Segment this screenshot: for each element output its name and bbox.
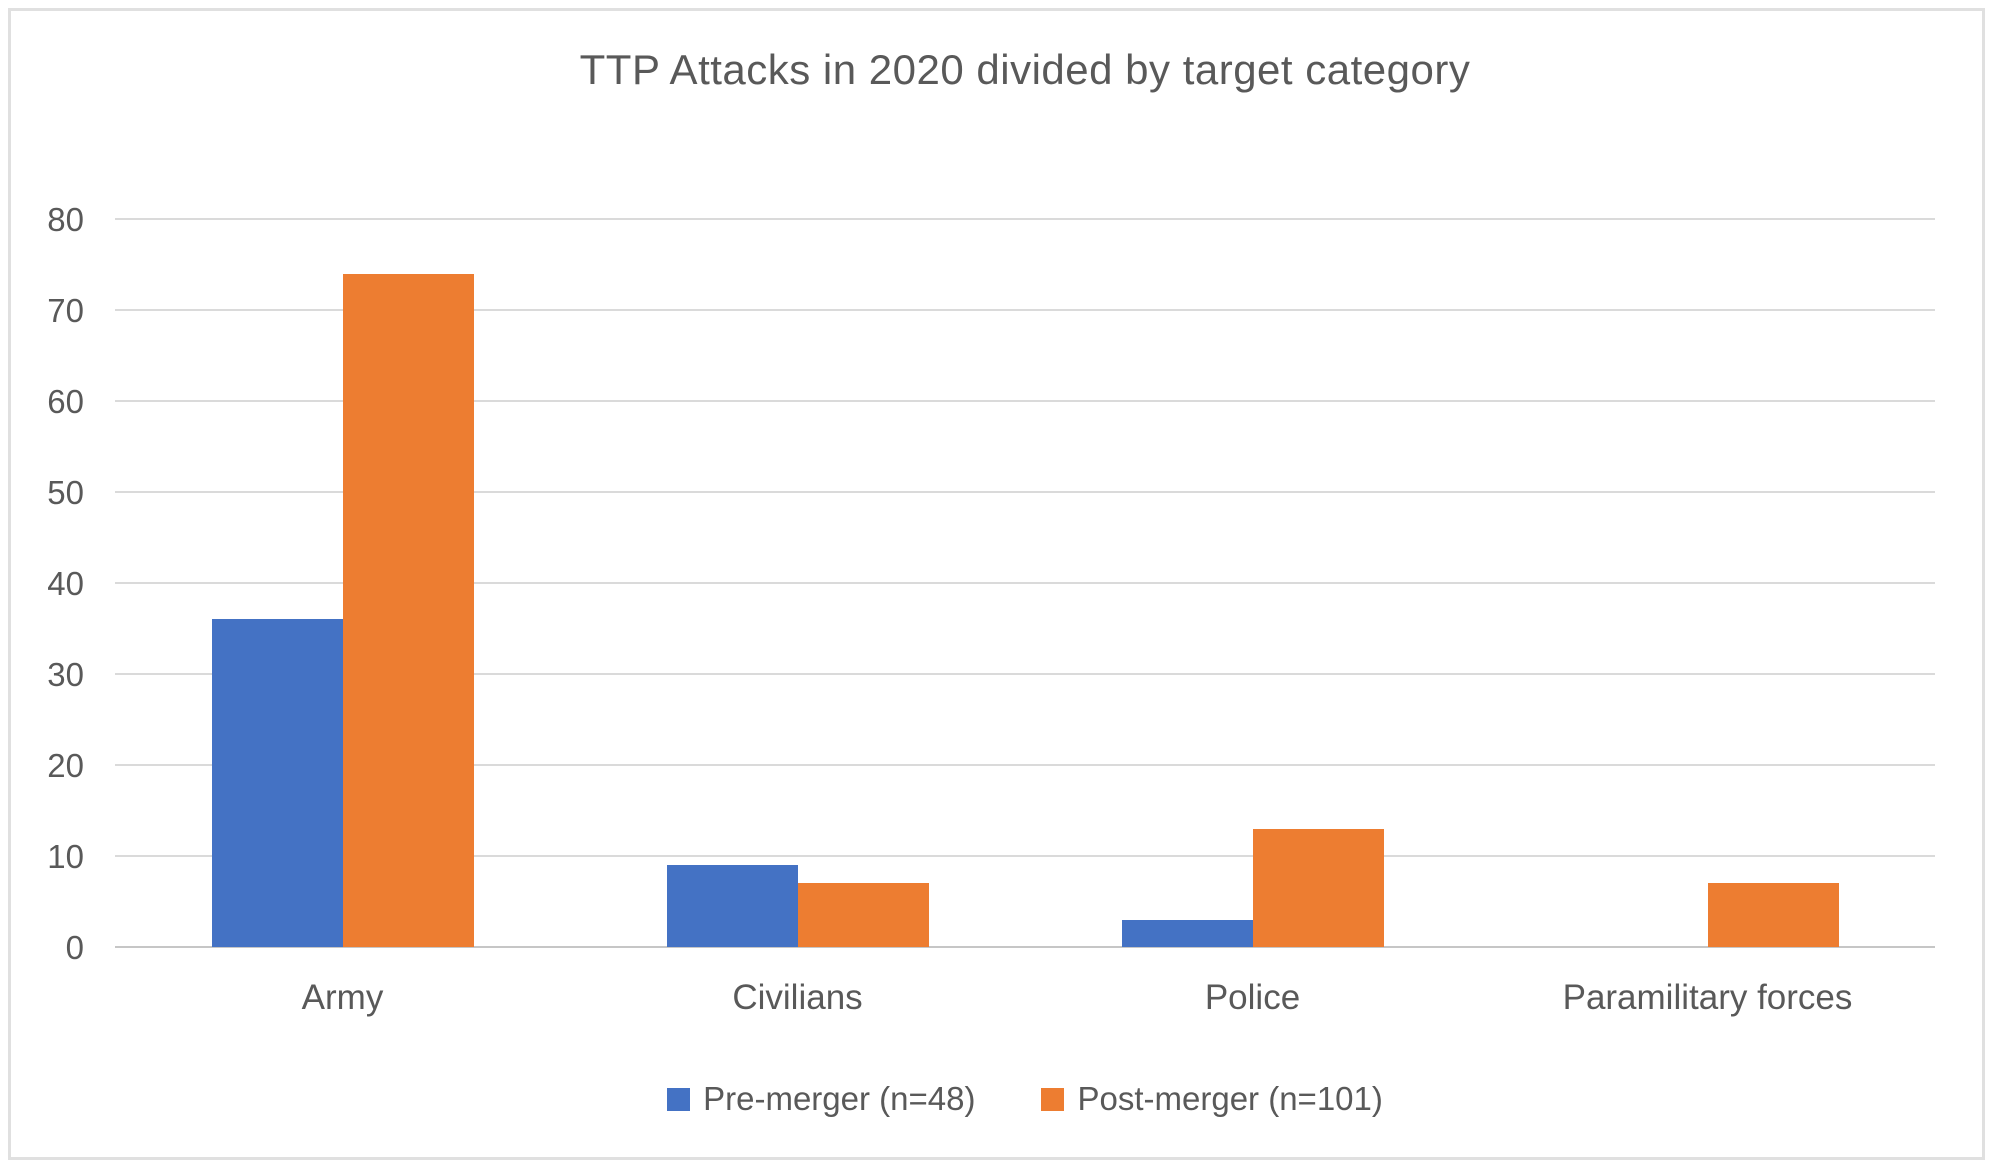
y-tick-label: 10 — [47, 838, 84, 875]
legend-item: Post-merger (n=101) — [1041, 1080, 1383, 1118]
gridline — [115, 855, 1935, 857]
y-tick-label: 20 — [47, 747, 84, 784]
gridline — [115, 491, 1935, 493]
chart-title: TTP Attacks in 2020 divided by target ca… — [579, 46, 1471, 93]
bar-post-merger-army — [342, 273, 474, 947]
x-category-label: Army — [301, 978, 384, 1017]
gridline — [115, 400, 1935, 402]
y-tick-label: 60 — [47, 383, 84, 420]
legend-swatch-icon — [1041, 1087, 1065, 1111]
bar-post-merger-paramilitary-forces — [1707, 883, 1839, 947]
x-axis-line — [115, 946, 1935, 948]
y-tick-label: 40 — [47, 565, 84, 602]
bar-post-merger-civilians — [797, 883, 929, 947]
chart-border — [8, 8, 1985, 1160]
legend: Pre-merger (n=48) Post-merger (n=101) — [115, 1080, 1935, 1118]
legend-label: Pre-merger (n=48) — [703, 1080, 976, 1117]
bar-pre-merger-civilians — [666, 865, 798, 947]
x-category-label: Paramilitary forces — [1562, 978, 1853, 1017]
y-tick-label: 30 — [47, 656, 84, 693]
legend-label: Post-merger (n=101) — [1077, 1080, 1383, 1117]
gridline — [115, 764, 1935, 766]
y-tick-label: 80 — [47, 201, 84, 238]
bar-pre-merger-army — [211, 619, 343, 947]
x-category-label: Police — [1204, 978, 1301, 1017]
x-category-label: Civilians — [732, 978, 863, 1017]
legend-swatch-icon — [667, 1087, 691, 1111]
legend-item: Pre-merger (n=48) — [667, 1080, 975, 1118]
bar-pre-merger-police — [1121, 919, 1253, 947]
plot-area — [115, 218, 1935, 948]
gridline — [115, 218, 1935, 220]
y-tick-label: 70 — [47, 292, 84, 329]
y-tick-label: 0 — [65, 929, 84, 966]
gridline — [115, 309, 1935, 311]
y-tick-label: 50 — [47, 474, 84, 511]
gridline — [115, 582, 1935, 584]
gridline — [115, 673, 1935, 675]
bar-post-merger-police — [1252, 828, 1384, 947]
